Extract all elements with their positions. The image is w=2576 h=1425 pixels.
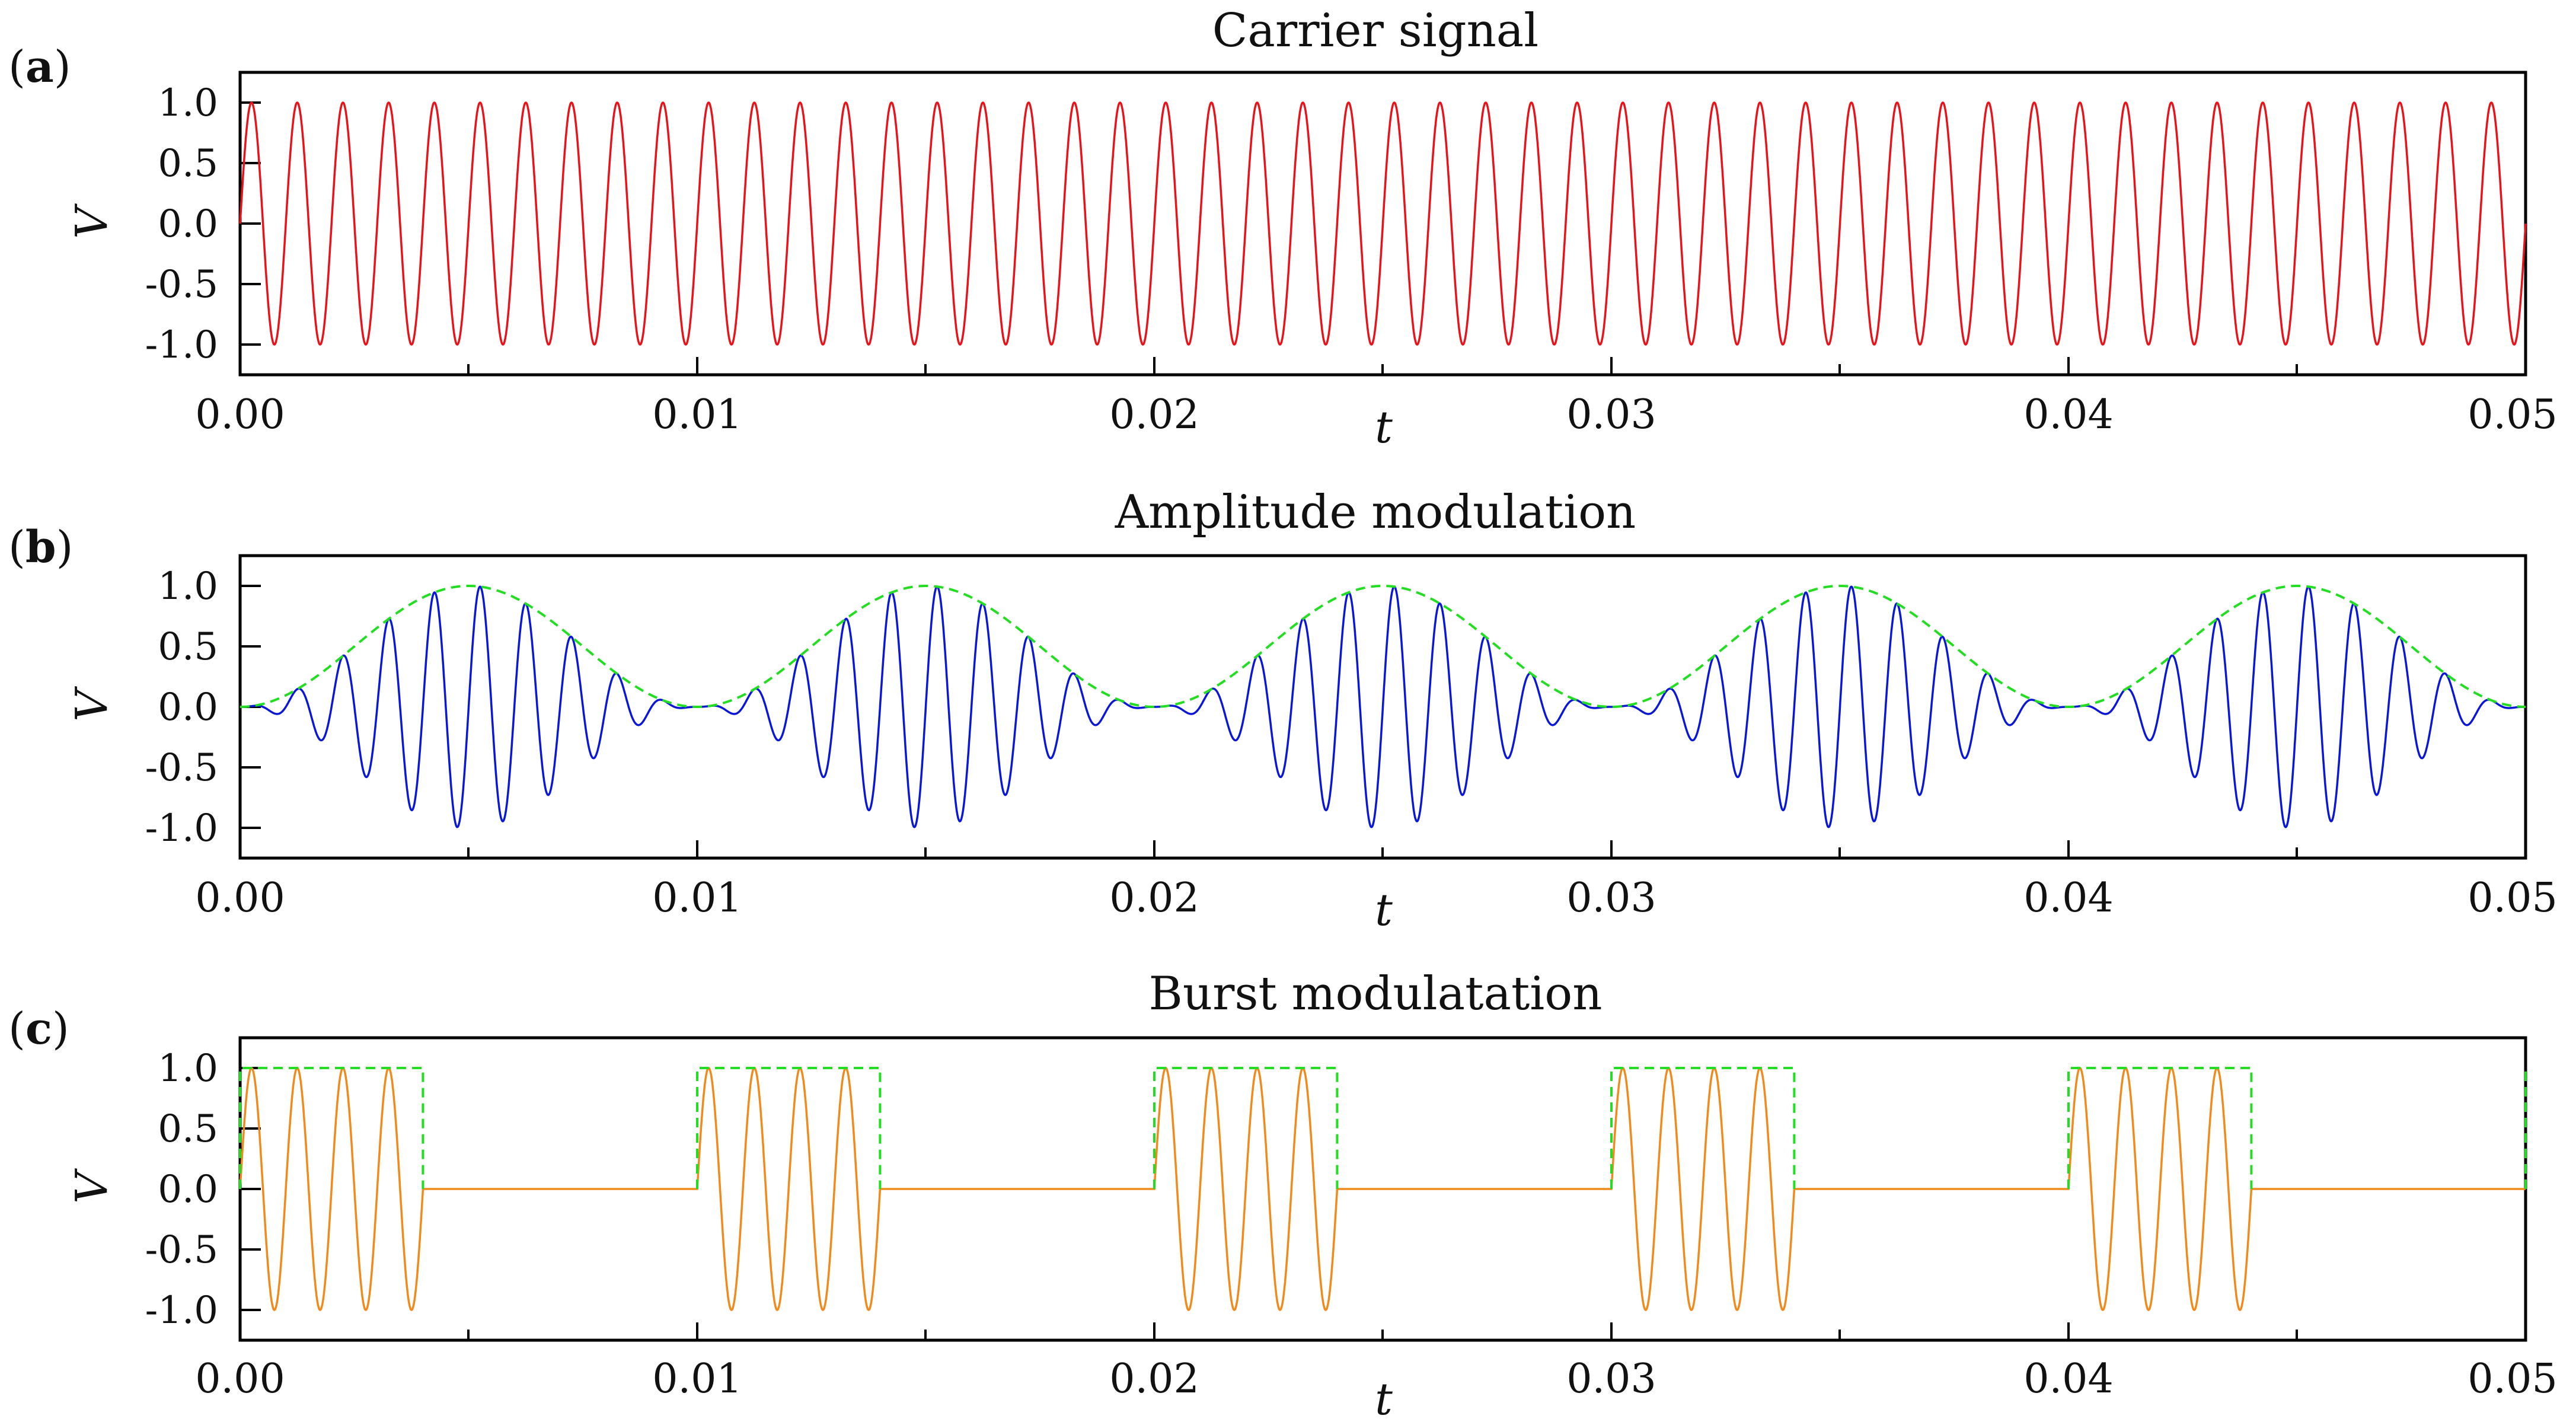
panel-b-ticks <box>240 585 2298 858</box>
panel-b-xtick-label-2: 0.01 <box>652 875 742 922</box>
panel-b-series-envelope <box>240 585 2526 708</box>
panel-a-xtick-label-1: 0.00 <box>195 391 285 438</box>
panel-a-ticks <box>240 101 2298 375</box>
panel-b-plot <box>240 585 2526 828</box>
panel-b-tag: (b) <box>8 522 74 573</box>
panel-b-tag-letter: b <box>25 522 56 573</box>
panel-a-ytick-label-4: -0.5 <box>145 263 218 307</box>
panel-a-ylabel: V <box>66 203 117 239</box>
panel-c-tag-letter: c <box>25 1003 52 1054</box>
panel-c-plot <box>239 1067 2527 1311</box>
panel-a-xtick-label-5: 0.04 <box>2023 391 2113 438</box>
panel-a-xtick-label-4: 0.03 <box>1566 391 1656 438</box>
panel-c-series-burst-signal <box>239 1067 2526 1311</box>
panel-a-series-carrier <box>239 101 2527 346</box>
panel-c-ytick-label-3: 0.0 <box>158 1168 218 1212</box>
panel-c-xtick-label-5: 0.04 <box>2023 1356 2113 1402</box>
panel-a-xlabel: t <box>1375 402 1393 453</box>
panel-a-title: Carrier signal <box>1212 4 1539 58</box>
panel-a-plot <box>239 101 2527 346</box>
panel-b-ytick-labels: 1.0 0.5 0.0 -0.5 -1.0 <box>145 565 218 850</box>
panel-c-ytick-label-1: 1.0 <box>158 1047 218 1091</box>
panel-c-xtick-labels: 0.00 0.01 0.02 0.03 0.04 0.05 <box>195 1356 2557 1402</box>
panel-c-ytick-label-5: -1.0 <box>145 1289 218 1332</box>
panel-a: Carrier signal (a) V t 1.0 0.5 0.0 -0.5 <box>8 4 2558 453</box>
panel-c-tag: (c) <box>8 1003 69 1054</box>
panel-c-title: Burst modulatation <box>1149 967 1603 1021</box>
panel-c-ticks <box>240 1067 2298 1340</box>
panel-a-ytick-label-2: 0.5 <box>158 142 218 186</box>
panel-c: Burst modulatation (c) V t 1.0 0.5 0.0 -… <box>8 967 2558 1425</box>
panel-c-xtick-label-3: 0.02 <box>1109 1356 1199 1402</box>
panel-b-title: Amplitude modulation <box>1115 486 1636 539</box>
panel-b-xtick-label-3: 0.02 <box>1109 875 1199 922</box>
panel-b-ytick-label-1: 1.0 <box>158 565 218 608</box>
panel-a-xtick-label-2: 0.01 <box>652 391 742 438</box>
panel-b-ytick-label-4: -0.5 <box>145 746 218 790</box>
panel-b-xlabel: t <box>1375 885 1393 936</box>
panel-a-ytick-label-1: 1.0 <box>158 81 218 125</box>
panel-c-series-gate <box>239 1067 2527 1189</box>
panel-a-xtick-label-3: 0.02 <box>1109 391 1199 438</box>
panel-b-ylabel: V <box>66 686 117 722</box>
panel-b-ytick-label-3: 0.0 <box>158 686 218 729</box>
panel-a-tag: (a) <box>8 42 71 93</box>
panel-b-series-am-signal <box>240 585 2526 828</box>
panel-b: Amplitude modulation (b) V t 1.0 0.5 0.0… <box>8 486 2558 936</box>
panel-b-xtick-label-5: 0.04 <box>2023 875 2113 922</box>
panel-a-xtick-labels: 0.00 0.01 0.02 0.03 0.04 0.05 <box>195 391 2557 438</box>
panel-c-xtick-label-1: 0.00 <box>195 1356 285 1402</box>
panel-b-ytick-label-5: -1.0 <box>145 806 218 850</box>
panel-a-tag-letter: a <box>25 42 54 93</box>
panel-c-xlabel: t <box>1375 1374 1393 1425</box>
panel-a-ytick-labels: 1.0 0.5 0.0 -0.5 -1.0 <box>145 81 218 367</box>
panel-b-ytick-label-2: 0.5 <box>158 625 218 669</box>
panel-b-xtick-label-4: 0.03 <box>1566 875 1656 922</box>
panel-c-xtick-label-2: 0.01 <box>652 1356 742 1402</box>
panel-a-xtick-label-6: 0.05 <box>2468 391 2557 438</box>
panel-b-xtick-label-1: 0.00 <box>195 875 285 922</box>
panel-c-xtick-label-6: 0.05 <box>2468 1356 2557 1402</box>
panel-c-ytick-labels: 1.0 0.5 0.0 -0.5 -1.0 <box>145 1047 218 1332</box>
panel-a-ytick-label-3: 0.0 <box>158 202 218 246</box>
panel-a-ytick-label-5: -1.0 <box>145 323 218 367</box>
panel-c-ytick-label-4: -0.5 <box>145 1228 218 1272</box>
panel-b-xtick-label-6: 0.05 <box>2468 875 2557 922</box>
panel-c-ylabel: V <box>66 1168 117 1204</box>
panel-c-ytick-label-2: 0.5 <box>158 1107 218 1151</box>
panel-b-xtick-labels: 0.00 0.01 0.02 0.03 0.04 0.05 <box>195 875 2557 922</box>
panel-c-xtick-label-4: 0.03 <box>1566 1356 1656 1402</box>
